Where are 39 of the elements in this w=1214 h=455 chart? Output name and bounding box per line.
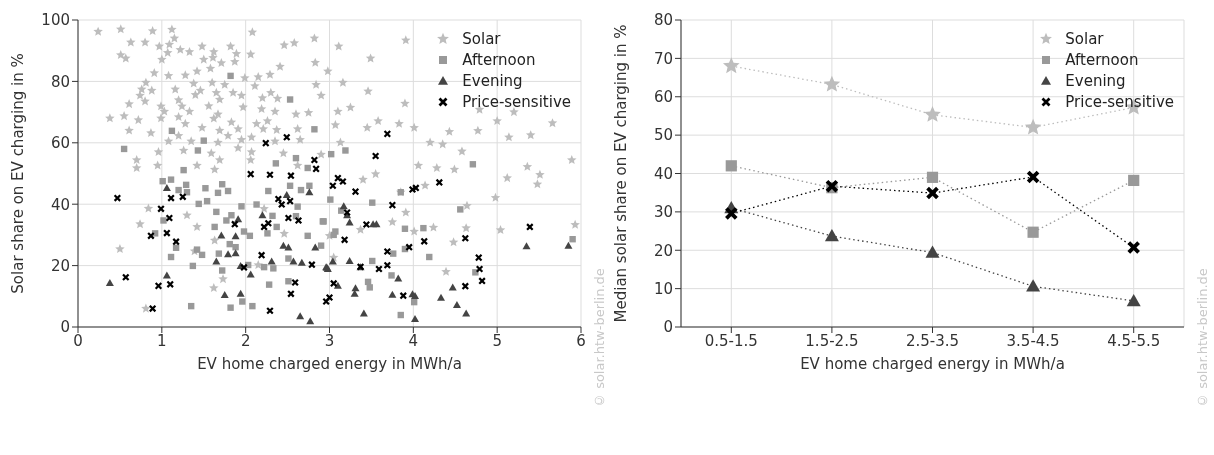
y-tick-label: 0 [60,318,70,337]
y-tick-label: 80 [50,72,70,91]
x-tick-label: 3 [324,331,335,350]
x-tick-label: 3.5-4.5 [1006,331,1060,350]
x-tick-label: 0 [73,331,83,350]
x-tick-label: 6 [576,331,586,350]
x-tick-label: 4.5-5.5 [1107,331,1161,350]
y-axis-title: Median solar share on EV charging in % [612,24,631,323]
x-tick-label: 1 [157,331,167,350]
legend-label: Evening [1065,72,1126,90]
legend-label: Solar [1065,30,1104,48]
y-tick-label: 20 [653,241,673,260]
y-tick-label: 60 [50,134,70,153]
legend-label: Evening [462,72,523,90]
y-tick-label: 60 [653,88,673,107]
y-tick-label: 30 [653,203,673,222]
x-tick-label: 5 [492,331,502,350]
y-axis-title: Solar share on EV charging in % [9,53,28,294]
y-tick-label: 80 [653,11,673,30]
legend-label: Solar [462,30,501,48]
x-tick-label: 4 [408,331,419,350]
x-tick-label: 2.5-3.5 [905,331,960,350]
x-axis-title: EV home charged energy in MWh/a [800,355,1065,373]
y-tick-label: 10 [653,279,673,298]
x-tick-label: 0.5-1.5 [704,331,758,350]
y-tick-label: 0 [663,318,673,337]
y-tick-label: 40 [653,164,673,183]
legend-label: Afternoon [462,51,536,69]
y-tick-label: 20 [50,256,70,275]
x-tick-label: 2 [240,331,251,350]
y-tick-label: 100 [41,11,70,30]
legend-label: Price-sensitive [1065,93,1174,111]
y-tick-label: 50 [653,126,673,145]
x-tick-label: 1.5-2.5 [805,331,859,350]
legend-label: Afternoon [1065,51,1139,69]
legend-label: Price-sensitive [462,93,571,111]
x-axis-title: EV home charged energy in MWh/a [197,355,462,373]
y-tick-label: 70 [653,49,673,68]
y-tick-label: 40 [50,195,70,214]
